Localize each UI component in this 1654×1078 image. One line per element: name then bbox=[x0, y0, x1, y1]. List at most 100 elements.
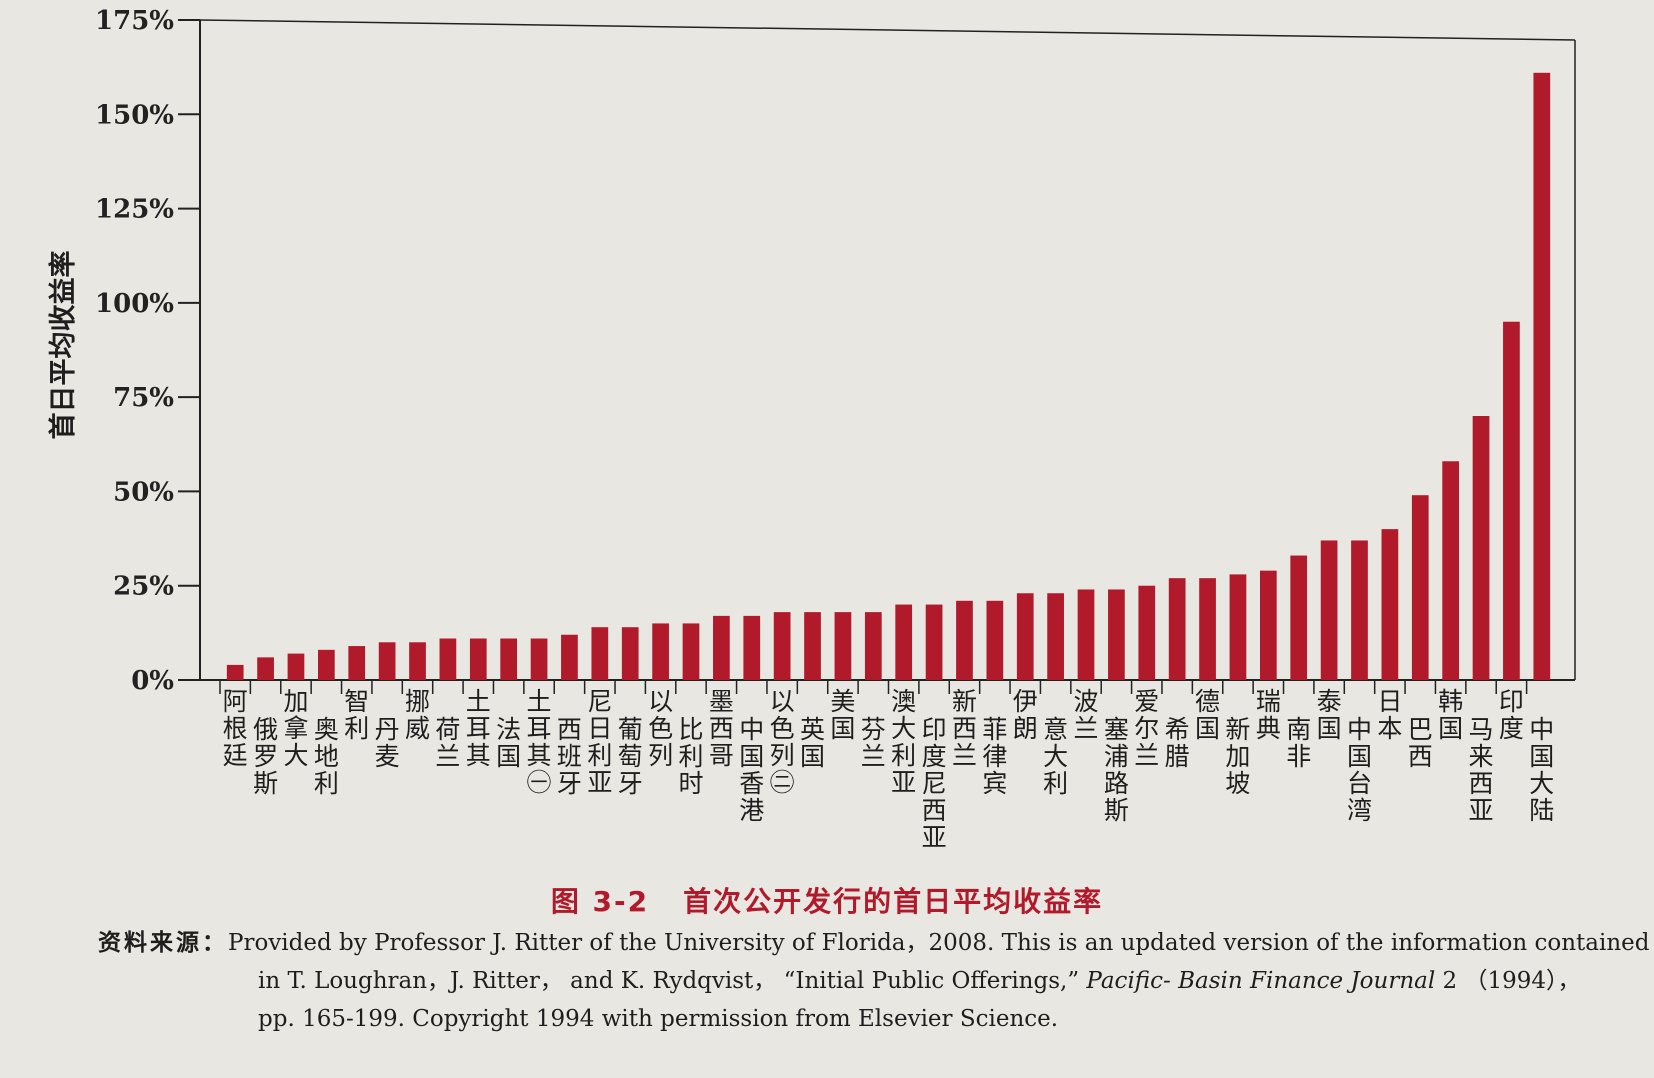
bar bbox=[621, 627, 639, 680]
source-line-2a: in T. Loughran，J. Ritter， and K. Rydqvis… bbox=[258, 968, 1080, 994]
x-tick-label: 新加坡 bbox=[1225, 715, 1250, 798]
bar bbox=[591, 627, 609, 680]
x-tick-label: 印度 bbox=[1499, 687, 1524, 743]
bar bbox=[257, 657, 274, 680]
bar bbox=[1229, 574, 1247, 680]
x-tick-label: 新西兰 bbox=[952, 687, 977, 770]
top-frame-line bbox=[199, 19, 1576, 41]
bar bbox=[895, 604, 913, 680]
x-tick-label: 中国香港 bbox=[739, 715, 764, 825]
y-axis-label: 首日平均收益率 bbox=[47, 251, 79, 440]
x-tick-label: 俄罗斯 bbox=[253, 715, 278, 798]
bar bbox=[287, 653, 305, 680]
x-tick-label: 德国 bbox=[1195, 687, 1220, 743]
bar bbox=[469, 638, 487, 680]
y-tick-label: 125% bbox=[95, 195, 174, 225]
x-tick-label: 日本 bbox=[1377, 687, 1402, 743]
y-tick-label: 100% bbox=[95, 289, 174, 319]
bar bbox=[1199, 578, 1216, 680]
x-tick-label: 中国台湾 bbox=[1347, 715, 1372, 825]
x-tick-label: 法国 bbox=[496, 715, 521, 771]
bar bbox=[1077, 589, 1095, 680]
bar bbox=[1047, 593, 1064, 680]
bar bbox=[561, 634, 578, 680]
x-tick-label: 印度尼西亚 bbox=[922, 715, 947, 852]
x-tick-label: 比利时 bbox=[678, 715, 703, 798]
bar bbox=[1503, 321, 1520, 680]
bar bbox=[925, 604, 943, 680]
bar bbox=[1320, 540, 1338, 680]
x-tick-label: 挪威 bbox=[405, 687, 430, 743]
bar bbox=[1351, 540, 1368, 680]
bar bbox=[1533, 72, 1551, 681]
source-note: 资料来源：Provided by Professor J. Ritter of … bbox=[98, 924, 1649, 1038]
x-tick-label: 荷兰 bbox=[435, 715, 460, 771]
x-tick-label: 尼日利亚 bbox=[587, 687, 612, 797]
source-journal: Pacific- Basin Finance Journal bbox=[1086, 968, 1436, 994]
x-tick-label: 菲律宾 bbox=[982, 715, 1007, 798]
x-tick-label: 波兰 bbox=[1074, 687, 1099, 743]
x-tick-label: 土耳其 bbox=[466, 687, 491, 770]
x-tick-label: 希腊 bbox=[1165, 715, 1190, 771]
bar bbox=[1138, 585, 1156, 680]
x-tick-label: 塞浦路斯 bbox=[1104, 715, 1129, 825]
y-axis: 0% 25% 50% 75% 100% 125% 150% 175% bbox=[95, 6, 1576, 696]
y-tick-label: 0% bbox=[131, 666, 174, 696]
x-tick-label: 韩国 bbox=[1438, 687, 1463, 743]
bar bbox=[1108, 589, 1125, 680]
x-tick-label: 丹麦 bbox=[375, 715, 400, 771]
x-tick-label: 芬兰 bbox=[861, 715, 886, 771]
bar bbox=[773, 612, 791, 680]
bar bbox=[317, 649, 335, 680]
x-tick-label: 马来西亚 bbox=[1469, 715, 1494, 825]
bar bbox=[986, 600, 1004, 680]
figure-number: 图 3-2 bbox=[550, 885, 650, 918]
x-tick-label: 西班牙 bbox=[557, 715, 582, 798]
bar bbox=[743, 615, 761, 680]
bar bbox=[1290, 555, 1308, 680]
bar bbox=[864, 612, 882, 680]
x-tick-label: 墨西哥 bbox=[709, 687, 734, 770]
y-tick-label: 75% bbox=[113, 383, 174, 413]
x-tick-label: 爱尔兰 bbox=[1134, 687, 1159, 770]
figure-caption: 图 3-2 首次公开发行的首日平均收益率 bbox=[0, 880, 1654, 920]
y-tick-label: 150% bbox=[95, 100, 174, 130]
x-tick-label: 瑞典 bbox=[1256, 687, 1281, 743]
x-tick-label: 南非 bbox=[1286, 715, 1311, 771]
bar bbox=[956, 600, 973, 680]
figure-title: 首次公开发行的首日平均收益率 bbox=[683, 885, 1104, 918]
y-tick-label: 50% bbox=[113, 477, 174, 507]
bar bbox=[1168, 578, 1186, 680]
x-tick-label: 英国 bbox=[800, 715, 825, 771]
x-tick-label: 泰国 bbox=[1317, 687, 1342, 743]
x-tick-label: 伊朗 bbox=[1013, 687, 1038, 743]
bar bbox=[439, 638, 457, 680]
x-tick-label: 土耳其㊀ bbox=[527, 687, 552, 797]
x-tick-label: 巴西 bbox=[1408, 715, 1433, 771]
bar bbox=[500, 638, 518, 680]
bar bbox=[378, 642, 396, 680]
bar bbox=[1411, 495, 1429, 680]
bar bbox=[713, 615, 730, 680]
x-tick-label: 智利 bbox=[344, 687, 369, 743]
x-tick-label: 中国大陆 bbox=[1529, 715, 1554, 825]
x-tick-label: 以色列 bbox=[648, 687, 673, 770]
bar bbox=[1442, 461, 1460, 680]
x-tick-label: 奥地利 bbox=[314, 715, 339, 798]
x-tick-label: 加拿大 bbox=[283, 687, 308, 770]
x-tick-label: 阿根廷 bbox=[223, 687, 248, 770]
x-tick-label: 美国 bbox=[830, 687, 855, 743]
bar bbox=[1259, 570, 1277, 680]
bar bbox=[348, 646, 366, 680]
bar bbox=[652, 623, 669, 680]
bar bbox=[804, 612, 821, 680]
bar bbox=[530, 638, 548, 680]
x-tick-label: 澳大利亚 bbox=[891, 687, 916, 797]
source-label: 资料来源： bbox=[98, 930, 228, 956]
x-tick-label: 葡萄牙 bbox=[618, 715, 643, 798]
bar bbox=[682, 623, 700, 680]
bar bbox=[1016, 593, 1034, 680]
bar bbox=[1472, 416, 1490, 680]
source-line-3: pp. 165-199. Copyright 1994 with permiss… bbox=[258, 1006, 1059, 1032]
